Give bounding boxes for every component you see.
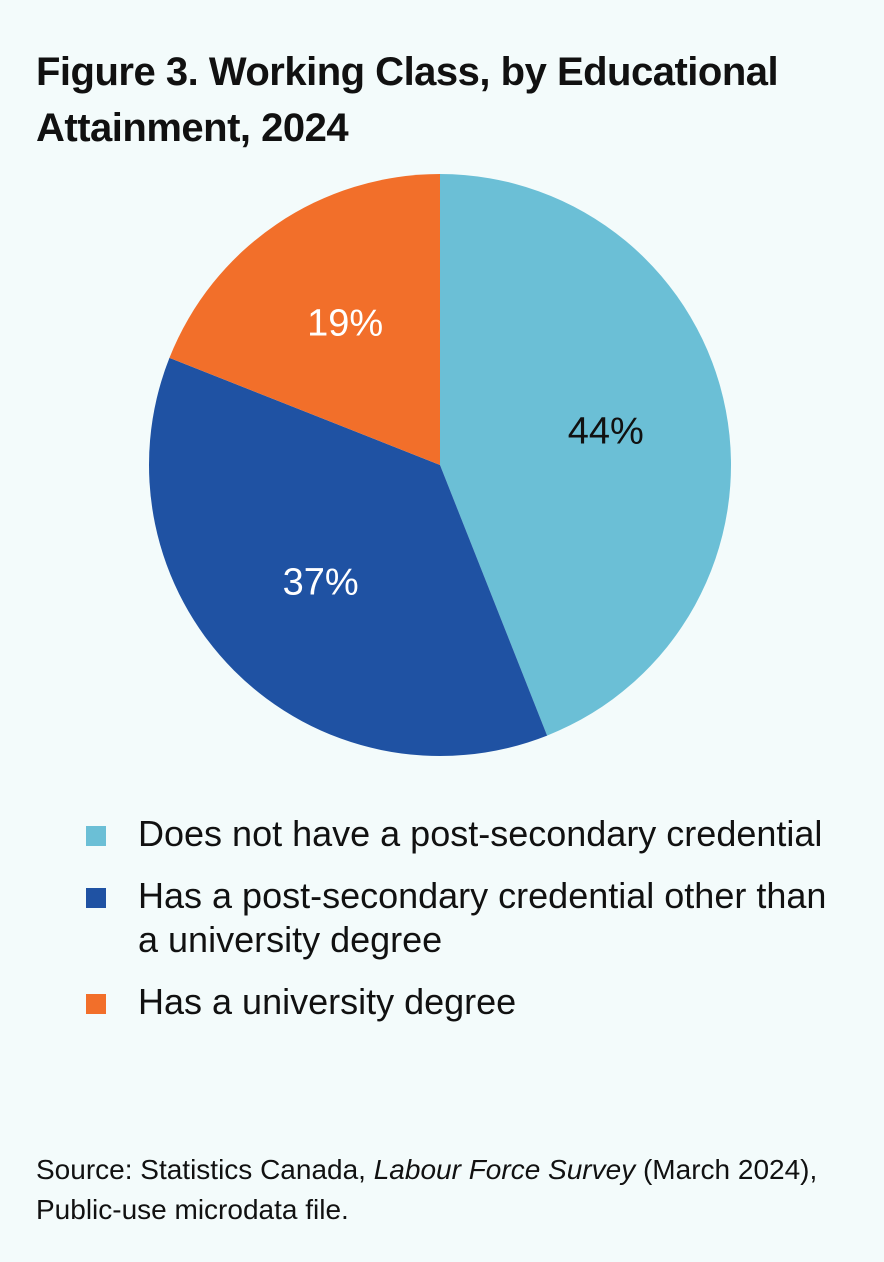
chart-title: Figure 3. Working Class, by Educational …	[36, 44, 836, 156]
legend-label-no-credential: Does not have a post-secondary credentia…	[138, 813, 823, 854]
source-prefix: Source: Statistics Canada,	[36, 1154, 374, 1185]
legend-swatch-no-credential	[86, 826, 106, 846]
source-note: Source: Statistics Canada, Labour Force …	[36, 1150, 856, 1230]
legend-item-other-credential: Has a post-secondary credential other th…	[86, 874, 846, 962]
pie-slice-other-credential	[148, 357, 548, 756]
chart-title-line-2: Attainment, 2024	[36, 106, 349, 150]
legend-label-other-credential-line-1: Has a post-secondary credential other th…	[138, 875, 827, 916]
slice-label-other-credential: 37%	[283, 561, 359, 603]
source-suffix: (March 2024),	[635, 1154, 818, 1185]
pie-slice-university-degree	[169, 174, 440, 465]
source-line-2: Public-use microdata file.	[36, 1194, 349, 1225]
slice-label-university-degree: 19%	[307, 302, 383, 344]
source-line-1: Source: Statistics Canada, Labour Force …	[36, 1150, 856, 1190]
legend-label-other-credential-line-2: a university degree	[138, 919, 443, 960]
legend-swatch-university-degree	[86, 994, 106, 1014]
source-survey-name: Labour Force Survey	[373, 1154, 636, 1185]
legend-item-university-degree: Has a university degree	[86, 980, 846, 1024]
legend: Does not have a post-secondary credentia…	[86, 812, 846, 1042]
pie-chart: 44% 37% 19%	[148, 174, 732, 756]
slice-label-no-credential: 44%	[568, 410, 644, 452]
legend-label-university-degree: Has a university degree	[138, 981, 517, 1022]
legend-swatch-other-credential	[86, 888, 106, 908]
chart-title-line-1: Figure 3. Working Class, by Educational	[36, 50, 779, 94]
pie-slice-no-credential	[440, 174, 732, 736]
legend-item-no-credential: Does not have a post-secondary credentia…	[86, 812, 846, 856]
